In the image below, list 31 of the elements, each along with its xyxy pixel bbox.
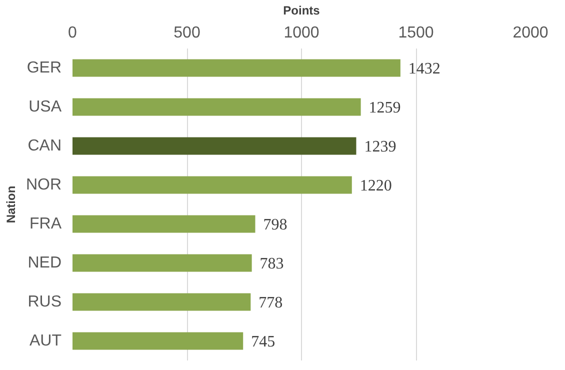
x-tick-label: 500 bbox=[174, 24, 200, 42]
bar bbox=[72, 254, 252, 272]
bar bbox=[72, 137, 356, 155]
data-label: 1259 bbox=[368, 100, 401, 116]
bar bbox=[72, 293, 251, 311]
y-tick-label: GER bbox=[26, 60, 62, 76]
data-label: 1220 bbox=[360, 178, 392, 194]
x-axis-title: Points bbox=[283, 4, 320, 18]
data-label: 778 bbox=[258, 294, 283, 312]
y-tick-label: NOR bbox=[26, 176, 62, 194]
bar bbox=[72, 98, 361, 116]
data-label: 745 bbox=[251, 334, 276, 350]
bar bbox=[72, 215, 256, 233]
data-label: 783 bbox=[260, 256, 284, 272]
x-tick-label: 0 bbox=[68, 24, 78, 42]
data-label: 1239 bbox=[364, 138, 396, 156]
y-tick-label: AUT bbox=[30, 332, 62, 350]
x-tick-label: 2000 bbox=[512, 24, 548, 42]
x-tick-label: 1000 bbox=[284, 24, 320, 42]
data-label: 798 bbox=[263, 216, 288, 234]
x-tick-label: 1500 bbox=[398, 24, 434, 42]
y-tick-label: CAN bbox=[28, 138, 62, 154]
y-axis-title: Nation bbox=[4, 186, 18, 224]
bar bbox=[72, 176, 352, 194]
y-tick-label: USA bbox=[28, 98, 62, 116]
y-tick-label: FRA bbox=[30, 216, 62, 232]
y-tick-label: NED bbox=[28, 254, 62, 272]
bar bbox=[72, 59, 400, 77]
y-tick-label: RUS bbox=[28, 294, 62, 310]
data-label: 1432 bbox=[408, 60, 440, 78]
bar bbox=[72, 332, 244, 350]
